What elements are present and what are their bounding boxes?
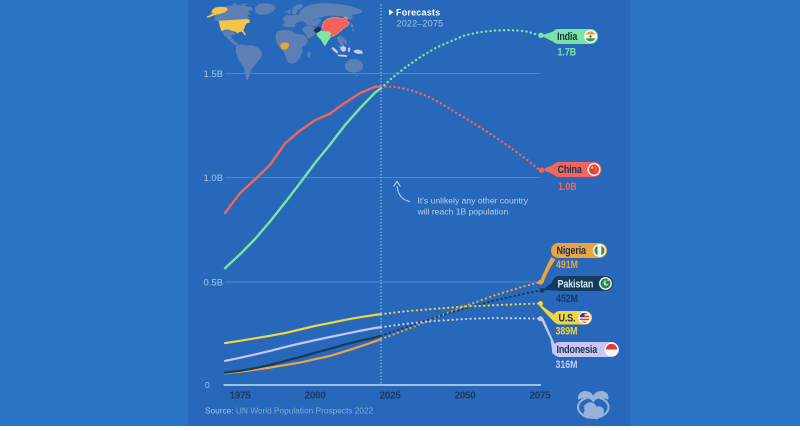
svg-text:1.0B: 1.0B	[204, 173, 224, 184]
svg-text:2000: 2000	[304, 391, 326, 402]
svg-text:389M: 389M	[556, 326, 578, 338]
svg-text:will reach 1B population: will reach 1B population	[417, 207, 509, 217]
svg-text:491M: 491M	[556, 259, 578, 271]
svg-text:It's unlikely any other countr: It's unlikely any other country	[418, 196, 529, 206]
svg-text:Forecasts: Forecasts	[396, 8, 440, 18]
svg-text:1.0B: 1.0B	[558, 181, 577, 193]
svg-text:2050: 2050	[454, 391, 476, 402]
svg-text:Source: UN World Population Pr: Source: UN World Population Prospects 20…	[205, 406, 374, 416]
svg-text:Nigeria: Nigeria	[557, 245, 587, 257]
svg-text:India: India	[557, 31, 578, 43]
svg-text:1.7B: 1.7B	[558, 47, 577, 59]
svg-text:0.5B: 0.5B	[204, 278, 224, 289]
svg-text:452M: 452M	[556, 293, 578, 305]
svg-text:2022–2075: 2022–2075	[397, 19, 444, 29]
svg-text:1975: 1975	[229, 391, 251, 402]
svg-text:316M: 316M	[556, 359, 578, 371]
svg-text:China: China	[558, 164, 583, 176]
svg-text:2075: 2075	[529, 391, 551, 402]
svg-text:Pakistan: Pakistan	[558, 279, 594, 291]
svg-text:0: 0	[205, 380, 210, 390]
svg-text:Indonesia: Indonesia	[557, 344, 598, 356]
svg-text:1.5B: 1.5B	[204, 69, 224, 80]
svg-text:2025: 2025	[379, 391, 401, 402]
svg-text:U.S.: U.S.	[559, 313, 576, 325]
